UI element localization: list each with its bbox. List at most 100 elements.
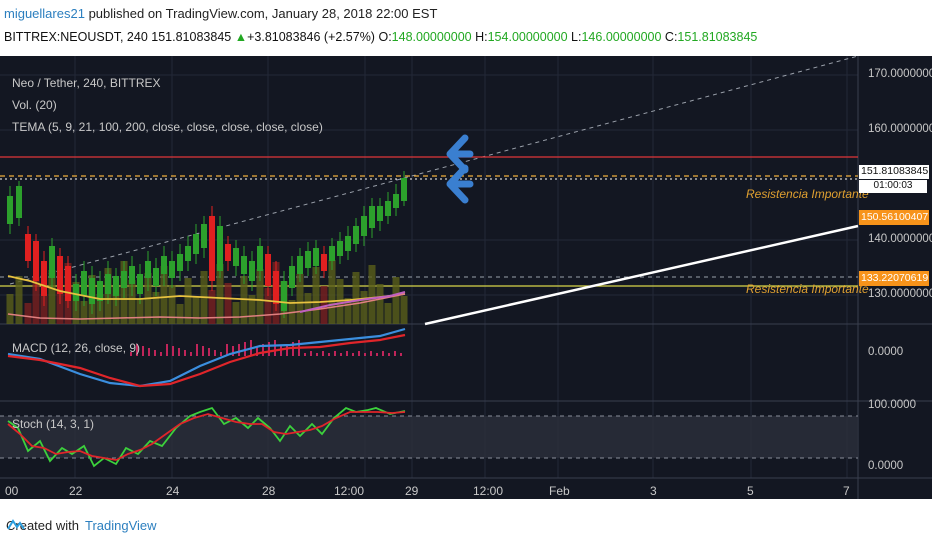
candle[interactable] [329, 246, 335, 261]
candle[interactable] [169, 261, 175, 278]
candle[interactable] [97, 281, 103, 301]
candle[interactable] [209, 216, 215, 281]
candle[interactable] [49, 246, 55, 278]
stoch-tick: 0.0000 [868, 460, 904, 472]
candle[interactable] [57, 256, 63, 294]
candle[interactable] [73, 284, 79, 301]
resistance-label-lower[interactable]: Resistencia Importante [746, 282, 869, 296]
candle[interactable] [281, 281, 287, 311]
candle[interactable] [233, 248, 239, 266]
high-value: 154.00000000 [487, 30, 568, 44]
candle[interactable] [185, 246, 191, 261]
chart-canvas[interactable] [0, 56, 932, 499]
volume-bar [320, 286, 328, 324]
resistance-label-upper[interactable]: Resistencia Importante [746, 187, 869, 201]
trendline-white[interactable] [424, 224, 859, 326]
candle[interactable] [16, 186, 22, 218]
candle[interactable] [89, 278, 95, 304]
candle[interactable] [193, 234, 199, 254]
macd-histogram-bar [172, 346, 174, 356]
candle[interactable] [377, 206, 383, 221]
stoch-legend[interactable]: Stoch (14, 3, 1) [12, 417, 95, 431]
macd-histogram-bar [334, 351, 336, 356]
candle[interactable] [225, 244, 231, 261]
candle[interactable] [345, 236, 351, 251]
candle[interactable] [177, 254, 183, 271]
candle[interactable] [121, 271, 127, 288]
candle[interactable] [353, 226, 359, 244]
candle[interactable] [361, 216, 367, 236]
trendline-dashed[interactable] [9, 56, 859, 285]
candle[interactable] [25, 234, 31, 261]
tradingview-link[interactable]: TradingView [84, 518, 157, 533]
price-tick: 170.00000000 [868, 68, 932, 80]
macd-histogram-bar [346, 351, 348, 356]
candle[interactable] [7, 196, 13, 224]
macd-histogram-bar [328, 353, 330, 356]
candle[interactable] [41, 261, 47, 296]
candle[interactable] [81, 271, 87, 296]
candle[interactable] [241, 256, 247, 274]
volume-bar [184, 278, 192, 324]
macd-histogram-bar [238, 344, 240, 356]
volume-bar [376, 284, 384, 324]
arrow-down-icon[interactable] [446, 164, 474, 204]
candle[interactable] [313, 248, 319, 266]
publish-text: published on TradingView.com, January 28… [88, 6, 438, 21]
candle[interactable] [393, 194, 399, 208]
open-label: O: [378, 30, 392, 44]
candle[interactable] [161, 256, 167, 274]
candle[interactable] [385, 201, 391, 216]
symbol-label: BITTREX:NEOUSDT, 240 [4, 30, 148, 44]
candle[interactable] [113, 276, 119, 296]
time-tick: 24 [166, 484, 180, 498]
candle[interactable] [257, 246, 263, 271]
candle[interactable] [137, 274, 143, 294]
volume-bar [224, 283, 232, 324]
macd-histogram-bar [280, 346, 282, 356]
macd-legend[interactable]: MACD (12, 26, close, 9) [12, 341, 141, 355]
candle[interactable] [129, 266, 135, 284]
volume-bar [384, 303, 392, 324]
candle[interactable] [273, 271, 279, 304]
low-label: L: [571, 30, 582, 44]
volume-bar [24, 303, 32, 324]
candle[interactable] [145, 261, 151, 278]
macd-histogram-bar [148, 348, 150, 356]
candle[interactable] [249, 261, 255, 281]
tradingview-logo-icon[interactable] [6, 518, 26, 532]
candle[interactable] [201, 224, 207, 248]
candle[interactable] [369, 206, 375, 228]
macd-histogram-bar [178, 348, 180, 356]
candle[interactable] [65, 266, 71, 301]
volume-bar [32, 277, 40, 324]
candle[interactable] [289, 266, 295, 288]
macd-histogram-bar [208, 348, 210, 356]
volume-bar [48, 270, 56, 324]
candle[interactable] [321, 254, 327, 271]
candle[interactable] [153, 268, 159, 286]
candle[interactable] [265, 254, 271, 286]
arrow-up-icon[interactable] [446, 134, 474, 174]
volume-bar [56, 289, 64, 324]
tema-legend[interactable]: TEMA (5, 9, 21, 100, 200, close, close, … [12, 120, 323, 134]
candle[interactable] [305, 251, 311, 268]
macd-histogram-bar [256, 346, 258, 356]
chart-area[interactable]: Neo / Tether, 240, BITTREX Vol. (20) TEM… [0, 56, 932, 499]
macd-histogram-bar [232, 346, 234, 356]
candle[interactable] [105, 274, 111, 294]
candle[interactable] [33, 241, 39, 281]
price-tag-orange: 133.22070619 [859, 271, 929, 286]
macd-histogram-bar [196, 344, 198, 356]
candle[interactable] [297, 256, 303, 274]
author-link[interactable]: miguellares21 [4, 6, 85, 21]
candle[interactable] [337, 241, 343, 256]
macd-histogram-bar [262, 344, 264, 356]
price-tick: 140.00000000 [868, 233, 932, 245]
countdown-tag: 01:00:03 [859, 180, 927, 193]
volume-legend[interactable]: Vol. (20) [12, 98, 57, 112]
candle[interactable] [217, 226, 223, 271]
volume-bar [208, 290, 216, 324]
low-value: 146.00000000 [581, 30, 662, 44]
candle[interactable] [401, 178, 407, 201]
